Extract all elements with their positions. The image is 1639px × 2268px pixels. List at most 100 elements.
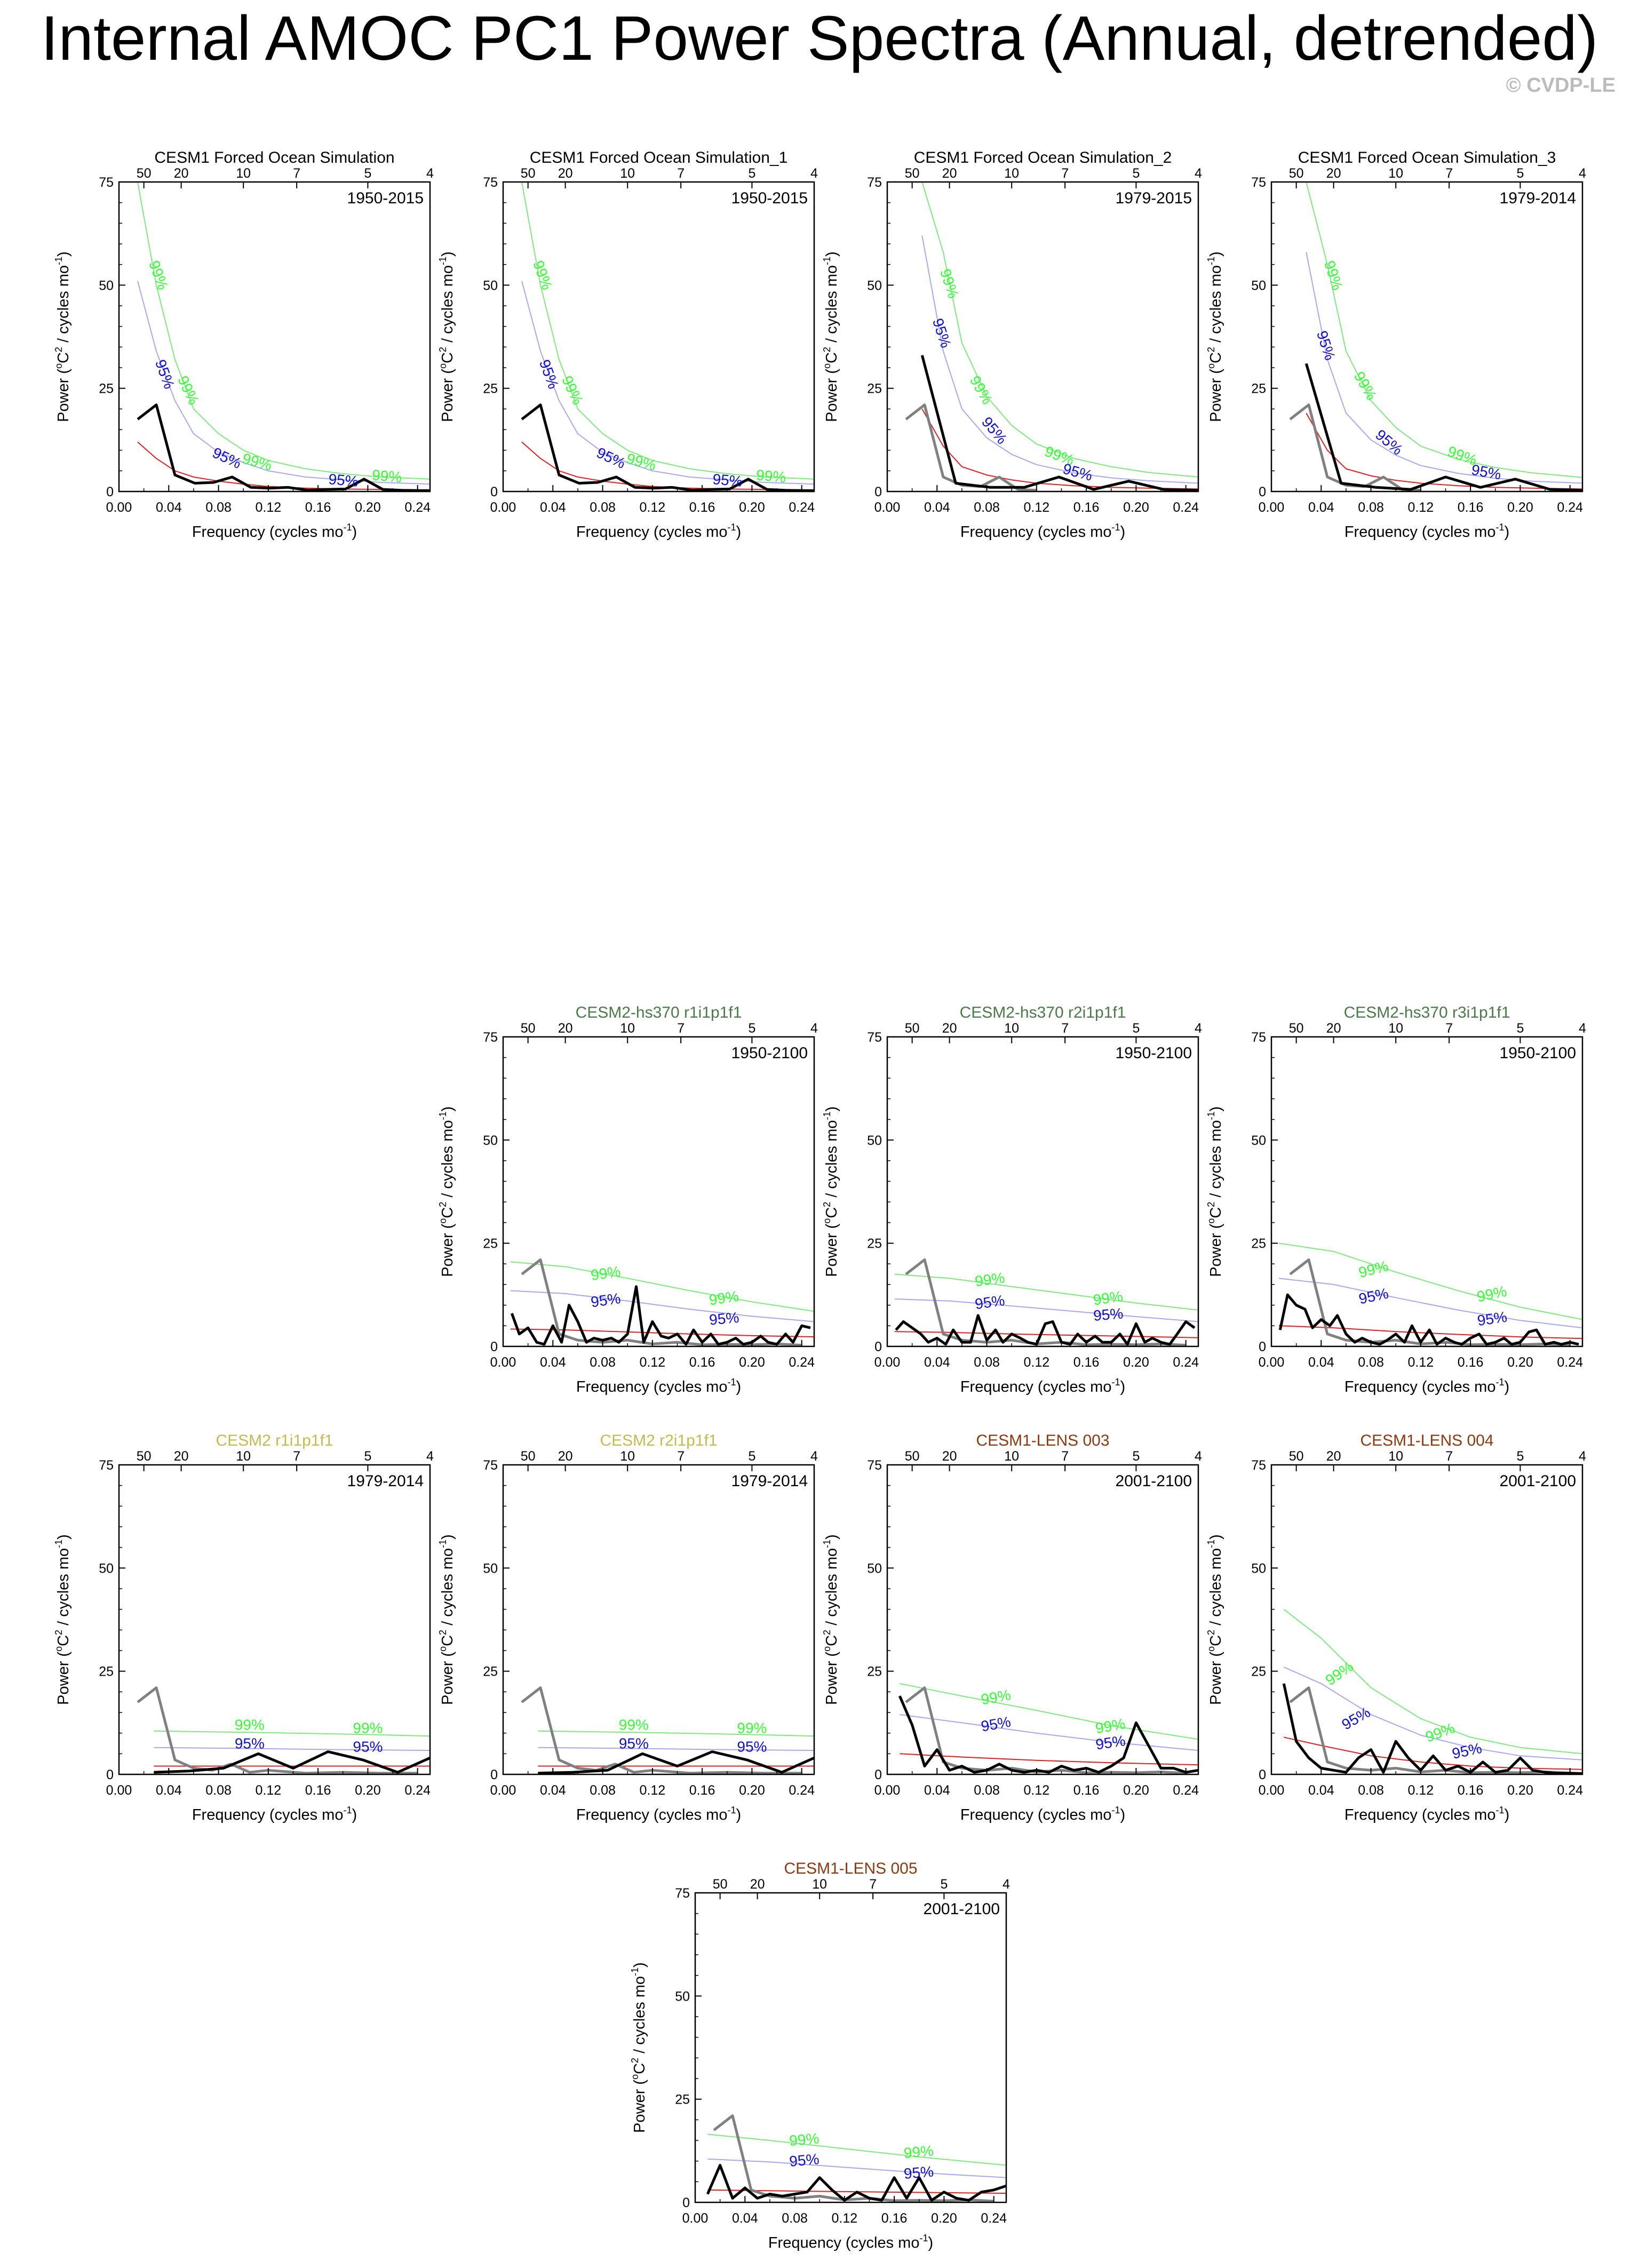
sig-99-label: 99% [755, 466, 787, 486]
series-95pct-line [1278, 1278, 1582, 1329]
y-tick-label: 0 [874, 1339, 882, 1354]
period-tick-label: 7 [1445, 1021, 1453, 1036]
y-tick-label: 0 [106, 485, 114, 499]
sig-99-label: 99% [235, 1716, 265, 1733]
panel-date-range: 2001-2100 [1116, 1472, 1192, 1490]
y-tick-label: 50 [99, 278, 114, 293]
x-tick-label: 0.04 [732, 2211, 758, 2226]
plot-lines [137, 1686, 430, 1774]
x-tick-label: 0.12 [1408, 1783, 1434, 1798]
period-tick-label: 4 [426, 166, 434, 181]
series-99pct-line [1278, 1242, 1582, 1320]
period-tick-label: 10 [620, 166, 635, 181]
y-tick-label: 75 [1251, 1458, 1266, 1473]
series-99pct-line [137, 182, 430, 480]
y-tick-label: 0 [682, 2195, 690, 2210]
period-tick-label: 5 [748, 1449, 755, 1464]
plot-frame [502, 181, 815, 493]
x-tick-label: 0.08 [974, 500, 1000, 515]
period-tick-label: 20 [558, 166, 573, 181]
x-tick-label: 0.08 [1358, 500, 1384, 515]
period-tick-label: 20 [558, 1449, 573, 1464]
period-tick-label: 7 [293, 1449, 300, 1464]
panel-date-range: 1950-2015 [347, 189, 424, 207]
series-spectrum-line [154, 1750, 430, 1774]
period-tick-label: 50 [905, 1449, 920, 1464]
period-tick-label: 10 [620, 1449, 635, 1464]
period-tick-label: 10 [1004, 166, 1019, 181]
x-tick-label: 0.04 [156, 1783, 182, 1798]
series-spectrum-line [895, 1314, 1196, 1346]
y-tick-label: 50 [1251, 278, 1266, 293]
x-tick-label: 0.08 [974, 1355, 1000, 1370]
x-axis-label: Frequency (cycles mo-1) [1344, 1805, 1509, 1823]
period-tick-label: 4 [1195, 1449, 1202, 1464]
x-axis-label: Frequency (cycles mo-1) [1344, 1377, 1509, 1395]
y-axis-label: Power (oC2 / cycles mo-1) [437, 1106, 456, 1277]
x-tick-label: 0.04 [924, 1355, 950, 1370]
x-tick-label: 0.12 [256, 1783, 282, 1798]
y-tick-label: 50 [483, 1133, 498, 1148]
period-tick-label: 20 [174, 166, 189, 181]
panel-title: CESM2 r1i1p1f1 [216, 1432, 333, 1449]
y-tick-label: 50 [1251, 1561, 1266, 1576]
period-tick-label: 4 [1579, 166, 1586, 181]
series-gray-line [137, 1686, 418, 1774]
period-tick-label: 5 [940, 1877, 948, 1892]
series-95pct-line [538, 1747, 814, 1751]
x-tick-label: 0.00 [106, 500, 132, 515]
plot-frame [1270, 1036, 1584, 1347]
x-tick-label: 0.16 [1458, 1355, 1484, 1370]
series-spectrum-line [898, 1695, 1198, 1774]
y-tick-label: 75 [867, 1030, 882, 1045]
y-tick-label: 0 [490, 1339, 498, 1354]
period-tick-label: 10 [236, 166, 251, 181]
y-tick-label: 50 [99, 1561, 114, 1576]
panel-title: CESM2-hs370 r3i1p1f1 [1344, 1004, 1510, 1021]
panel-date-range: 1950-2100 [1116, 1044, 1192, 1062]
period-tick-label: 50 [521, 1021, 536, 1036]
series-spectrum-line [137, 403, 430, 491]
series-red-noise-line [921, 408, 1198, 490]
x-tick-label: 0.20 [931, 2211, 957, 2226]
panel-date-range: 1979-2014 [347, 1472, 424, 1490]
x-tick-label: 0.24 [1557, 1783, 1583, 1798]
period-tick-label: 4 [810, 1021, 818, 1036]
series-95pct-line [707, 2158, 1006, 2178]
period-tick-label: 50 [905, 166, 920, 181]
x-tick-label: 0.08 [590, 1783, 616, 1798]
series-95pct-line [521, 281, 814, 485]
y-tick-label: 0 [1259, 1767, 1266, 1782]
x-tick-label: 0.24 [404, 500, 431, 515]
x-axis-label: Frequency (cycles mo-1) [1344, 522, 1509, 541]
x-tick-label: 0.20 [355, 1783, 381, 1798]
period-tick-label: 5 [1132, 166, 1140, 181]
y-axis-label: Power (oC2 / cycles mo-1) [437, 251, 456, 422]
x-tick-label: 0.08 [590, 500, 616, 515]
period-tick-label: 4 [1579, 1021, 1586, 1036]
plot-lines [137, 182, 430, 491]
sig-99-label: 99% [903, 2143, 935, 2162]
sig-95-label: 95% [737, 1738, 767, 1755]
y-tick-label: 75 [483, 1458, 498, 1473]
y-tick-label: 50 [867, 278, 882, 293]
x-tick-label: 0.00 [490, 1355, 516, 1370]
y-tick-label: 75 [483, 175, 498, 190]
x-tick-label: 0.24 [404, 1783, 431, 1798]
x-tick-label: 0.20 [1123, 1783, 1149, 1798]
sig-99-label: 99% [371, 466, 403, 486]
plot-lines [905, 182, 1198, 491]
period-tick-label: 5 [1516, 1449, 1524, 1464]
sig-99-label: 99% [590, 1263, 622, 1283]
sig-95-label: 95% [903, 2163, 935, 2182]
x-tick-label: 0.00 [106, 1783, 132, 1798]
series-99pct-line [154, 1730, 430, 1737]
x-tick-label: 0.04 [540, 500, 566, 515]
x-tick-label: 0.24 [1173, 1783, 1199, 1798]
series-95pct-line [154, 1747, 430, 1751]
x-axis-label: Frequency (cycles mo-1) [576, 522, 741, 541]
period-tick-label: 5 [748, 166, 755, 181]
